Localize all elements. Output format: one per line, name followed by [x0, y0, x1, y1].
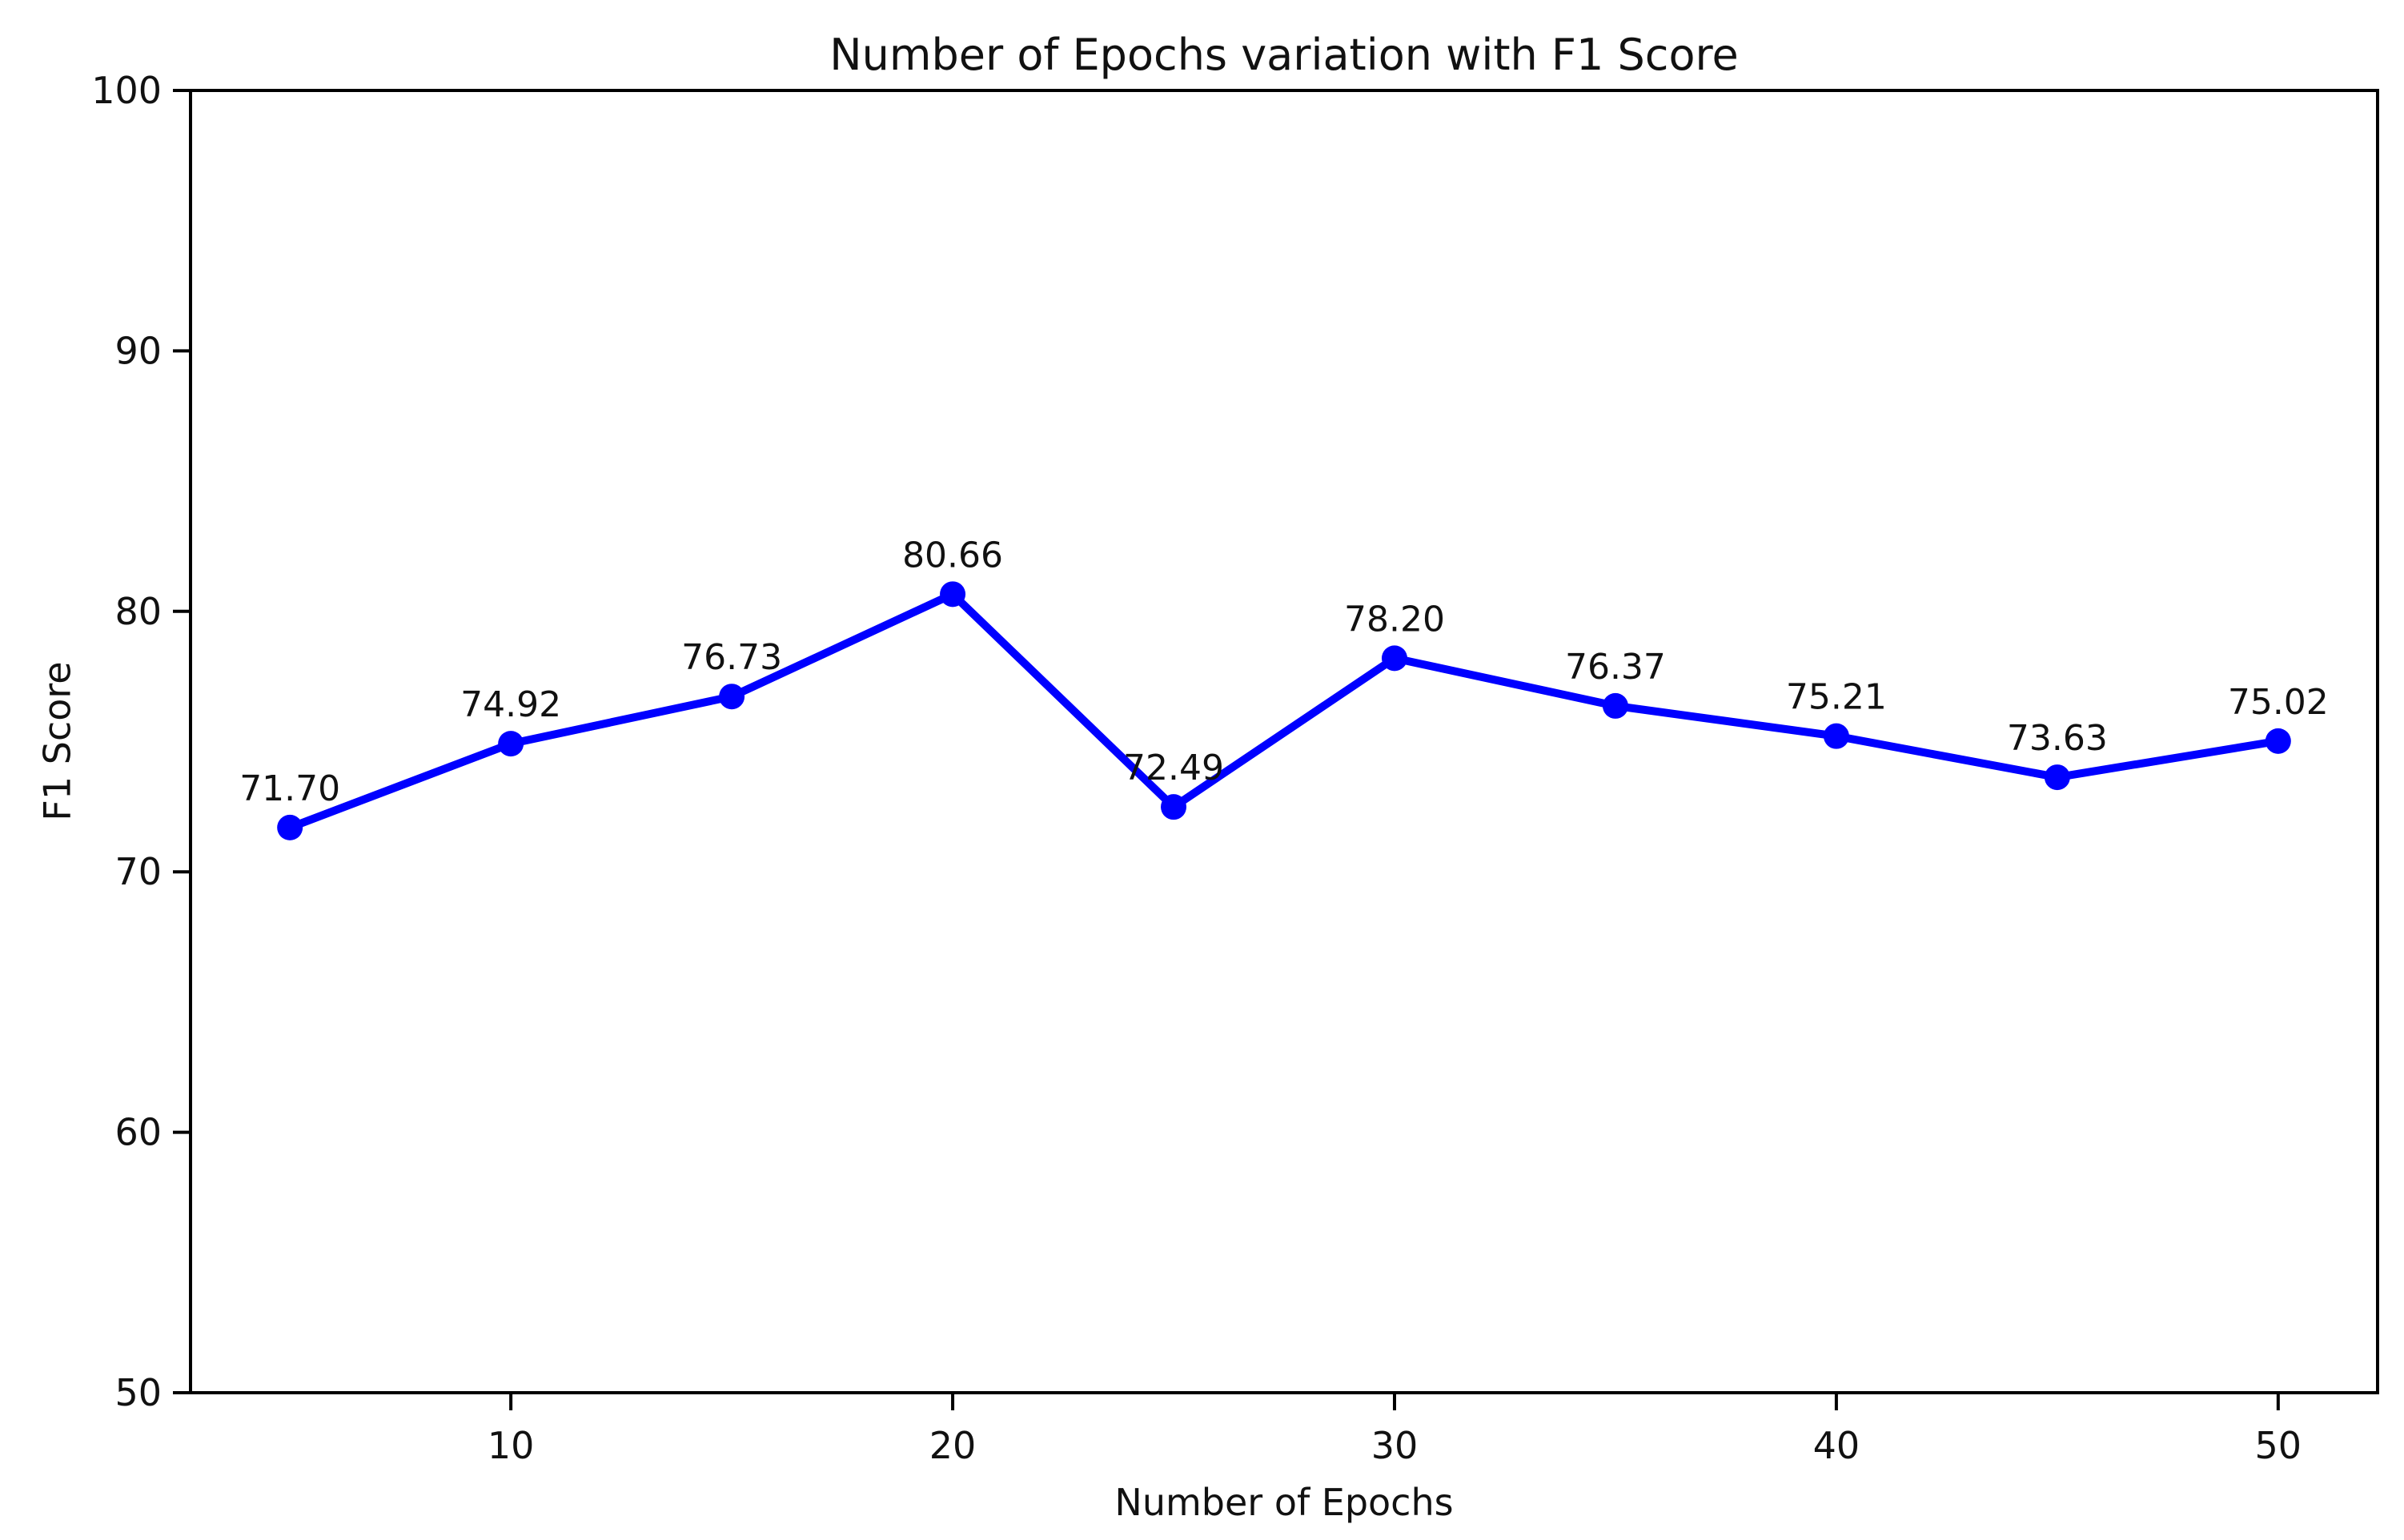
- data-point-marker: [2044, 764, 2070, 791]
- data-point-label: 75.21: [1786, 677, 1887, 718]
- x-tick-label: 30: [1371, 1424, 1419, 1467]
- data-point-label: 75.02: [2228, 682, 2329, 723]
- plot-border: [189, 89, 2379, 1394]
- y-tick-label: 100: [91, 69, 162, 112]
- y-tick-label: 70: [114, 850, 162, 893]
- data-point-label: 73.63: [2007, 718, 2108, 759]
- data-point-marker: [719, 684, 745, 710]
- data-point-marker: [1161, 794, 1187, 820]
- data-point-label: 80.66: [902, 535, 1003, 575]
- data-point-label: 71.70: [239, 768, 340, 809]
- x-axis-label: Number of Epochs: [1114, 1481, 1454, 1524]
- data-point-label: 74.92: [460, 684, 561, 725]
- data-point-marker: [498, 731, 524, 757]
- x-tick-label: 10: [488, 1424, 535, 1467]
- y-tick-label: 50: [114, 1371, 162, 1414]
- chart-title: Number of Epochs variation with F1 Score: [829, 30, 1739, 80]
- series-line: [286, 590, 2282, 832]
- data-point-marker: [1602, 692, 1628, 719]
- y-tick-label: 60: [114, 1111, 162, 1154]
- data-point-marker: [1381, 645, 1407, 672]
- data-point-label: 72.49: [1123, 748, 1224, 788]
- data-point-label: 78.20: [1344, 599, 1445, 640]
- data-point-marker: [2265, 728, 2291, 754]
- data-point-marker: [1823, 723, 1849, 749]
- x-tick-label: 50: [2255, 1424, 2302, 1467]
- y-axis-label: F1 Score: [35, 661, 79, 821]
- data-point-marker: [940, 581, 966, 608]
- x-tick-label: 20: [929, 1424, 977, 1467]
- data-point-label: 76.37: [1565, 647, 1666, 688]
- data-point-label: 76.73: [681, 637, 782, 678]
- y-tick-label: 80: [114, 590, 162, 633]
- x-tick-label: 40: [1813, 1424, 1860, 1467]
- y-tick-label: 90: [114, 329, 162, 372]
- data-point-marker: [277, 814, 303, 840]
